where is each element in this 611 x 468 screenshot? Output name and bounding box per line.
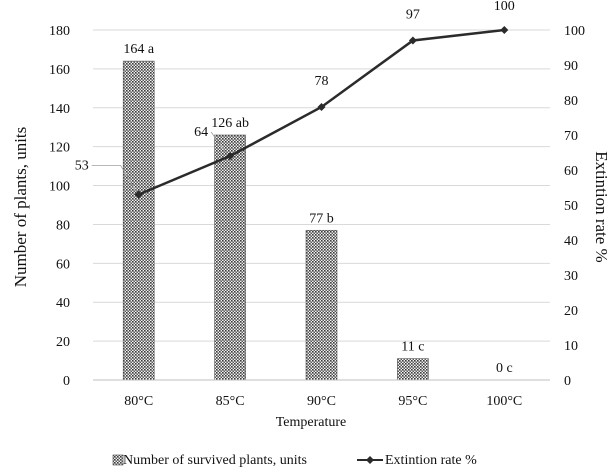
legend-line-label: Extintion rate % [385, 453, 477, 468]
line-data-label: 97 [406, 8, 420, 23]
x-tick-label: 100°C [486, 394, 522, 409]
x-tick-label: 85°C [216, 394, 245, 409]
y-tick-label: 180 [49, 24, 70, 39]
line-data-label: 78 [315, 74, 329, 89]
y2-tick-label: 90 [564, 59, 578, 74]
legend-bar-label: Number of survived plants, units [123, 453, 307, 468]
y-tick-label: 20 [56, 335, 70, 350]
x-tick-label: 95°C [398, 394, 427, 409]
line-data-label: 53 [75, 159, 89, 174]
y-tick-label: 40 [56, 296, 70, 311]
y-tick-label: 80 [56, 218, 70, 233]
y-tick-label: 0 [63, 374, 70, 389]
line-data-label: 100 [494, 0, 515, 14]
y2-tick-label: 40 [564, 234, 578, 249]
bar-series: 164 a 126 ab 77 b 11 c 0 c [122, 42, 513, 381]
y-tick-label: 120 [49, 141, 70, 156]
y2-tick-label: 30 [564, 269, 578, 284]
y-tick-label: 140 [49, 102, 70, 117]
y-tick-label: 160 [49, 63, 70, 78]
legend: Number of survived plants, units Extinti… [112, 453, 477, 468]
bar-data-label: 164 a [123, 42, 155, 57]
y2-tick-label: 10 [564, 339, 578, 354]
bar-data-label: 0 c [496, 361, 513, 376]
line-data-label: 64 [194, 125, 208, 140]
line-series: 53 64 78 97 100 [75, 0, 515, 199]
bar-data-label: 126 ab [211, 116, 249, 131]
line-marker [317, 103, 326, 111]
line-marker [408, 36, 417, 45]
y2-tick-label: 60 [564, 164, 578, 179]
bar [214, 134, 246, 381]
gridlines [93, 29, 550, 342]
line-marker [226, 152, 235, 160]
y2-tick-label: 0 [564, 374, 571, 389]
y-tick-label: 100 [49, 180, 70, 195]
legend-bar-swatch [112, 454, 124, 466]
line-marker [500, 26, 509, 34]
y-axis-title: Number of plants, units [11, 127, 30, 288]
bar [122, 60, 155, 381]
bar [397, 358, 429, 381]
y2-tick-label: 70 [564, 129, 578, 144]
y2-tick-label: 50 [564, 199, 578, 214]
axes: 0 20 40 60 80 100 120 140 160 180 0 10 20 30 40 50 60 70 8… [49, 24, 585, 409]
y2-tick-label: 80 [564, 94, 578, 109]
legend-line-marker [366, 456, 374, 464]
bar-data-label: 11 c [401, 340, 424, 355]
x-tick-label: 90°C [307, 394, 336, 409]
y2-tick-label: 20 [564, 304, 578, 319]
leader-line [91, 165, 138, 193]
y2-axis-title: Extintion rate % [592, 151, 611, 262]
y-tick-label: 60 [56, 257, 70, 272]
bar [305, 229, 338, 381]
extinction-line [138, 28, 505, 196]
x-tick-label: 80°C [124, 394, 153, 409]
x-axis-title: Temperature [276, 415, 347, 430]
leader-line [210, 131, 228, 155]
bar-data-label: 77 b [309, 211, 334, 226]
y2-tick-label: 100 [564, 24, 585, 39]
